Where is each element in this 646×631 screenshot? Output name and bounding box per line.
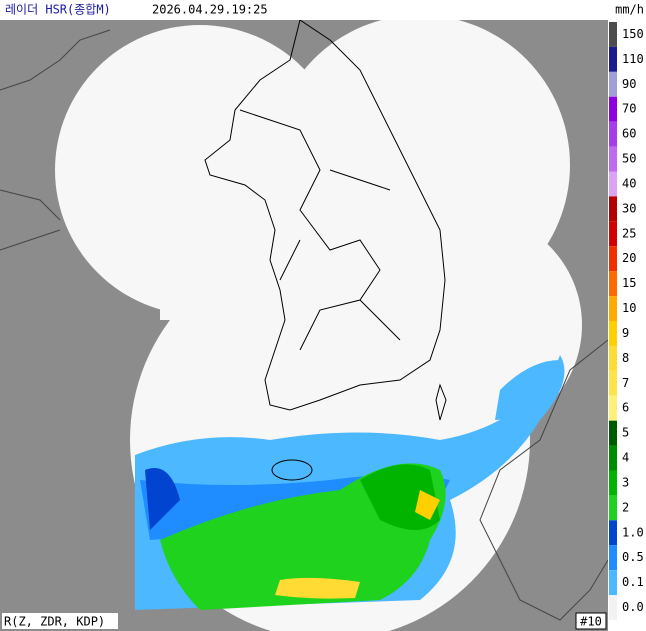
legend-label: 50 xyxy=(622,152,636,166)
frame-label: #10 xyxy=(580,615,602,629)
legend-label: 40 xyxy=(622,176,636,190)
title: 레이더 HSR(종합M) xyxy=(5,3,111,17)
legend-label: 70 xyxy=(622,102,636,116)
legend-label: 0.5 xyxy=(622,550,644,564)
neighbor-coastline xyxy=(0,29,608,621)
frame-box xyxy=(575,612,607,630)
legend-swatch xyxy=(609,345,617,371)
method-label: R(Z, ZDR, KDP) xyxy=(4,615,105,629)
legend-swatch xyxy=(609,196,617,222)
legend-swatch xyxy=(609,46,617,72)
coastline xyxy=(204,20,447,481)
legend-swatch xyxy=(609,595,617,620)
legend-label: 9 xyxy=(622,326,629,340)
legend-label: 6 xyxy=(622,401,629,415)
method-box xyxy=(2,613,118,629)
legend-swatch xyxy=(609,395,617,421)
legend-swatch xyxy=(609,321,617,346)
legend-swatch xyxy=(609,545,617,571)
legend-label: 7 xyxy=(622,376,629,390)
legend-swatch xyxy=(609,271,617,297)
legend-label: 110 xyxy=(622,52,644,66)
legend-swatch xyxy=(609,221,617,247)
legend-label: 60 xyxy=(622,127,636,141)
legend-label: 1.0 xyxy=(622,525,644,539)
legend-swatch xyxy=(609,296,617,321)
legend-label: 30 xyxy=(622,201,636,215)
legend-label: 25 xyxy=(622,226,636,240)
legend-swatch xyxy=(609,171,617,197)
legend-label: 15 xyxy=(622,276,636,290)
legend-swatch xyxy=(609,121,617,147)
legend-label: 8 xyxy=(622,351,629,365)
legend-label: 90 xyxy=(622,77,636,91)
legend-label: 150 xyxy=(622,27,644,41)
map xyxy=(0,20,608,631)
legend-swatch xyxy=(609,22,617,47)
legend-swatch xyxy=(609,470,617,496)
legend-label: 2 xyxy=(622,500,629,514)
legend-swatch xyxy=(609,420,617,446)
legend-label: 10 xyxy=(622,301,636,315)
legend-swatch xyxy=(609,520,617,546)
legend-swatch xyxy=(609,495,617,521)
legend: 150 110 90 70 60 50 40 30 25 20 15 10 9 8 7 6 5 4 3 2 1.0 0.5… xyxy=(609,22,644,620)
unit: mm/h xyxy=(615,3,644,17)
legend-swatch xyxy=(609,570,617,596)
legend-label: 3 xyxy=(622,475,629,489)
legend-label: 20 xyxy=(622,251,636,265)
legend-swatch xyxy=(609,71,617,97)
legend-swatch xyxy=(609,146,617,172)
legend-swatch xyxy=(609,445,617,471)
precipitation xyxy=(135,355,565,610)
legend-label: 4 xyxy=(622,451,629,465)
legend-label: 0.1 xyxy=(622,575,644,589)
timestamp: 2026.04.29.19:25 xyxy=(152,3,268,17)
legend-swatch xyxy=(609,96,617,122)
legend-label: 0.0 xyxy=(622,600,644,614)
legend-swatch xyxy=(609,370,617,396)
legend-label: 5 xyxy=(622,426,629,440)
legend-swatch xyxy=(609,246,617,272)
